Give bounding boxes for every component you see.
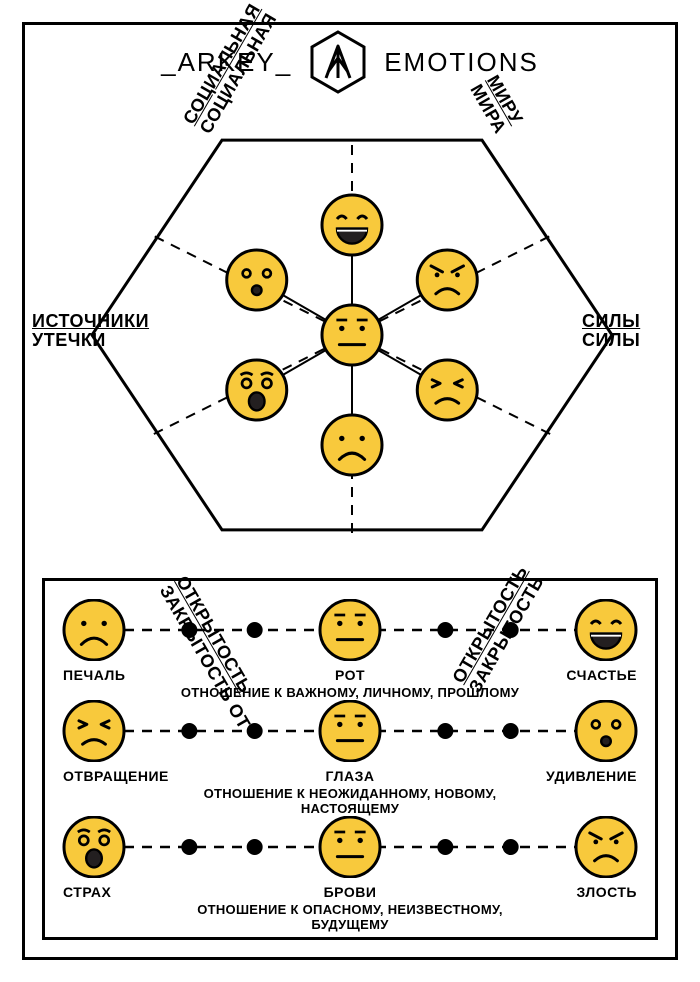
scale-left-label: ОТВРАЩЕНИЕ — [63, 768, 173, 784]
stage: _ARKEY_ EMOTIONS СОЦИАЛЬНАЯ СОЦИАЛЬНАЯ М… — [0, 0, 700, 982]
scale-row: ПЕЧАЛЬ РОТ ОТНОШЕНИЕ К ВАЖНОМУ, ЛИЧНОМУ,… — [63, 599, 637, 700]
axis-label-left: ИСТОЧНИКИ УТЕЧКИ — [32, 312, 149, 350]
scale-row: ОТВРАЩЕНИЕ ГЛАЗА ОТНОШЕНИЕ К НЕОЖИДАННОМ… — [63, 700, 637, 816]
header: _ARKEY_ EMOTIONS — [0, 30, 700, 94]
scales-panel: ПЕЧАЛЬ РОТ ОТНОШЕНИЕ К ВАЖНОМУ, ЛИЧНОМУ,… — [42, 578, 658, 940]
scale-mid-label: РОТ ОТНОШЕНИЕ К ВАЖНОМУ, ЛИЧНОМУ, ПРОШЛО… — [173, 667, 527, 700]
axis-label-right: СИЛЫ СИЛЫ — [582, 312, 640, 350]
scale-right-label: ЗЛОСТЬ — [527, 884, 637, 900]
scale-left-label: СТРАХ — [63, 884, 173, 900]
scale-mid-label: ГЛАЗА ОТНОШЕНИЕ К НЕОЖИДАННОМУ, НОВОМУ, … — [173, 768, 527, 816]
scale-right-label: УДИВЛЕНИЕ — [527, 768, 637, 784]
scale-row: СТРАХ БРОВИ ОТНОШЕНИЕ К ОПАСНОМУ, НЕИЗВЕ… — [63, 816, 637, 932]
logo-icon — [306, 30, 370, 94]
scale-left-label: ПЕЧАЛЬ — [63, 667, 173, 683]
scale-mid-label: БРОВИ ОТНОШЕНИЕ К ОПАСНОМУ, НЕИЗВЕСТНОМУ… — [173, 884, 527, 932]
hexagon-diagram: СОЦИАЛЬНАЯ СОЦИАЛЬНАЯ МИРУ МИРА ИСТОЧНИК… — [70, 102, 630, 562]
scale-right-label: СЧАСТЬЕ — [527, 667, 637, 683]
